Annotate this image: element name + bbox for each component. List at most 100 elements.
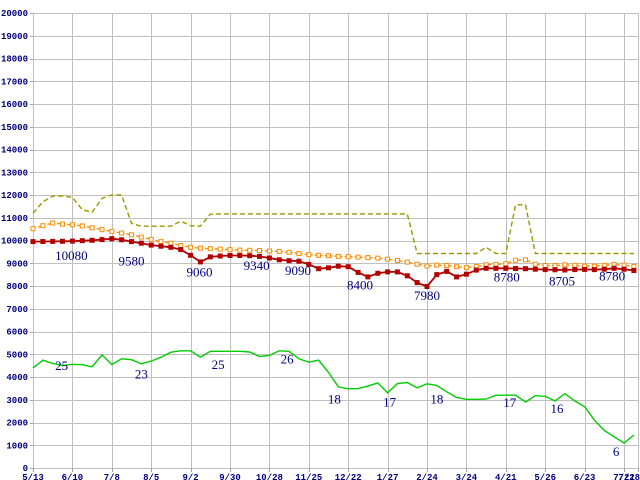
filled-square-marker xyxy=(345,264,351,270)
filled-square-marker xyxy=(306,261,312,267)
open-square-marker xyxy=(257,248,262,253)
x-tick-label: 1/27 xyxy=(377,473,399,480)
filled-square-marker xyxy=(89,237,95,243)
y-tick-label: 9000 xyxy=(6,259,28,269)
open-square-marker xyxy=(286,249,292,255)
filled-square-marker xyxy=(582,266,588,272)
filled-square-marker xyxy=(178,247,184,253)
open-square-marker xyxy=(60,221,65,227)
series-orange-dotted xyxy=(30,220,637,271)
filled-square-marker xyxy=(148,242,154,248)
y-tick-label: 4000 xyxy=(6,373,28,383)
filled-square-marker xyxy=(552,267,558,273)
open-square-marker xyxy=(79,223,85,229)
open-square-marker xyxy=(631,263,637,269)
annotation-label: 25 xyxy=(55,358,68,373)
y-tick-label: 12000 xyxy=(1,191,28,201)
open-square-marker xyxy=(69,222,75,228)
open-square-marker xyxy=(385,256,391,262)
x-tick-label: 8/5 xyxy=(143,473,159,480)
open-square-marker xyxy=(414,261,420,267)
x-tick-label: 3/24 xyxy=(456,473,478,480)
filled-square-marker xyxy=(257,253,262,259)
open-square-marker xyxy=(454,264,460,270)
y-tick-label: 13000 xyxy=(1,168,28,178)
x-tick-label-extra: 7/28 xyxy=(618,473,640,480)
annotation-label: 26 xyxy=(281,352,295,367)
open-square-marker xyxy=(138,234,144,240)
x-tick-label: 6/23 xyxy=(574,473,596,480)
open-square-marker xyxy=(326,253,331,259)
y-tick-label: 18000 xyxy=(1,55,28,65)
filled-square-marker xyxy=(168,244,174,250)
filled-square-marker xyxy=(335,263,341,269)
filled-square-marker xyxy=(60,238,65,244)
x-tick-label: 12/22 xyxy=(335,473,362,480)
open-square-marker xyxy=(463,265,469,271)
open-square-marker xyxy=(119,230,125,236)
open-square-marker xyxy=(207,246,213,252)
open-square-marker xyxy=(355,254,361,260)
filled-square-marker xyxy=(30,239,36,245)
x-tick-label: 6/10 xyxy=(62,473,84,480)
open-square-marker xyxy=(158,239,164,245)
y-tick-label: 8000 xyxy=(6,282,28,292)
series-upper-olive-dashed-line xyxy=(32,194,634,255)
y-tick-label: 17000 xyxy=(1,77,28,87)
filled-square-marker xyxy=(276,257,282,263)
filled-square-marker xyxy=(365,274,371,280)
filled-square-marker xyxy=(523,266,528,272)
filled-square-marker xyxy=(69,238,75,244)
annotation-label: 17 xyxy=(503,395,517,410)
filled-square-marker xyxy=(99,237,105,243)
filled-square-marker xyxy=(247,253,253,259)
open-square-marker xyxy=(30,226,36,232)
open-square-marker xyxy=(404,259,410,265)
y-tick-label: 6000 xyxy=(6,328,28,338)
annotation-label: 8705 xyxy=(549,273,575,288)
open-square-marker xyxy=(365,255,371,261)
y-tick-label: 11000 xyxy=(1,214,28,224)
annotation-label: 9060 xyxy=(186,264,212,279)
filled-square-marker xyxy=(40,239,46,244)
y-tick-label: 19000 xyxy=(1,32,28,42)
filled-square-marker xyxy=(326,265,331,271)
annotation-label: 17 xyxy=(383,394,397,409)
annotation-label: 8400 xyxy=(347,277,373,292)
filled-square-marker xyxy=(188,252,194,258)
filled-square-marker xyxy=(454,274,460,280)
open-square-marker xyxy=(178,243,184,248)
filled-square-marker xyxy=(237,253,243,258)
filled-square-marker xyxy=(621,266,627,272)
open-square-marker xyxy=(345,254,351,260)
open-square-marker xyxy=(572,262,578,268)
x-tick-label: 4/21 xyxy=(495,473,517,480)
y-axis-labels: 0 1000 2000 3000 4000 5000 6000 7000 8000 9000 100… xyxy=(1,9,28,474)
open-square-marker xyxy=(148,236,154,242)
open-square-marker xyxy=(444,263,450,268)
annotation-label: 18 xyxy=(328,391,341,406)
open-square-marker xyxy=(50,220,56,226)
open-square-marker xyxy=(621,262,627,268)
open-square-marker xyxy=(40,223,46,229)
open-square-marker xyxy=(424,263,430,269)
open-square-marker xyxy=(168,240,174,246)
filled-square-marker xyxy=(50,238,56,244)
open-square-marker xyxy=(89,225,95,231)
series-orange-dotted-markers xyxy=(30,220,637,271)
y-tick-label: 7000 xyxy=(6,305,28,315)
annotation-label: 23 xyxy=(135,366,148,381)
filled-square-marker xyxy=(414,280,420,286)
x-tick-label: 7/21 xyxy=(613,473,635,480)
open-square-marker xyxy=(542,263,548,268)
y-tick-label: 20000 xyxy=(1,9,28,19)
open-square-marker xyxy=(552,263,558,268)
open-square-marker xyxy=(523,257,528,263)
filled-square-marker xyxy=(385,269,391,275)
x-tick-label: 9/30 xyxy=(219,473,241,480)
annotation-label: 9580 xyxy=(119,253,145,268)
filled-square-marker xyxy=(434,272,440,278)
filled-square-marker xyxy=(463,271,469,277)
filled-square-marker xyxy=(562,267,568,273)
